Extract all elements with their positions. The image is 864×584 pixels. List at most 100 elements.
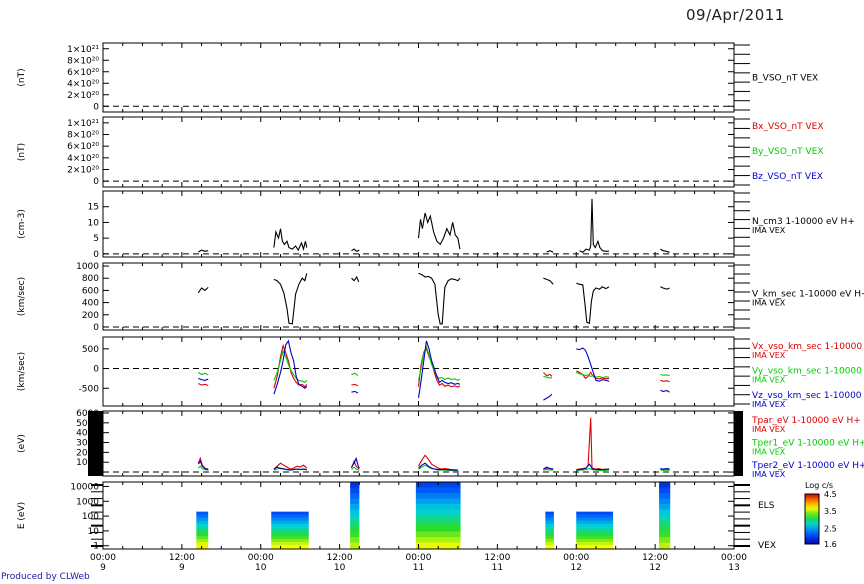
series-line-black — [197, 286, 209, 294]
spectrogram-cell — [196, 520, 209, 525]
spectrogram-cell — [196, 541, 209, 546]
spectrogram-cell — [415, 542, 461, 549]
spectrogram-cell — [196, 535, 209, 540]
series-line-red — [273, 462, 308, 470]
series-line-black — [198, 249, 209, 253]
y-tick-label: 0 — [93, 365, 99, 375]
series-line-green — [273, 349, 308, 383]
series-line-black — [660, 286, 670, 290]
spectrogram-cell — [545, 523, 554, 528]
spectrogram-cell — [659, 531, 671, 538]
spectrogram-cell — [271, 514, 309, 519]
spectrogram-cell — [196, 526, 209, 531]
colorbar-tick-label: 1.6 — [824, 540, 837, 549]
spectrogram-cell — [350, 487, 360, 494]
colorbar-title: Log c/s — [805, 481, 833, 490]
spectrogram-cell — [415, 493, 461, 499]
spectrogram-cell — [350, 515, 360, 521]
legend-entry: Tper1_eV 1-10000 eV H+ — [751, 439, 864, 449]
spectrogram-cell — [350, 493, 360, 499]
heatmap-label-top: ELS — [758, 501, 775, 511]
y-tick-label: 4×10²⁰ — [67, 79, 99, 89]
spectrogram-cell — [576, 520, 614, 525]
time-tick-label: 00:00 — [406, 553, 432, 563]
spectrogram-cell — [659, 504, 671, 510]
legend-sub: IMA VEX — [752, 299, 786, 308]
y-tick-label: 4000 — [76, 429, 99, 439]
legend-entry: V_km_sec 1-10000 eV H+ — [752, 290, 864, 300]
right-edge-bar — [734, 411, 743, 476]
colorbar-tick-label: 3.5 — [824, 507, 837, 516]
legend-entry: Tper2_eV 1-10000 eV H+ — [751, 461, 864, 471]
series-line-green — [660, 373, 670, 377]
spectrogram-cell — [350, 537, 360, 543]
spectrogram-cell — [576, 517, 614, 522]
spectrogram-cell — [576, 514, 614, 519]
spectrogram-cell — [545, 511, 554, 516]
spectrogram-cell — [415, 498, 461, 505]
spectrogram-cell — [271, 517, 309, 522]
spectrogram-cell — [196, 514, 209, 519]
series-line-blue — [576, 463, 610, 471]
spectrogram-cell — [659, 526, 671, 532]
y-tick-label: 10000 — [70, 482, 99, 492]
spectrogram-cell — [545, 535, 554, 540]
spectrogram-cell — [196, 523, 209, 528]
y-tick-label: 5000 — [76, 419, 99, 429]
legend-sub: IMA VEX — [752, 351, 786, 360]
legend-entry: B_VSO_nT VEX — [752, 74, 818, 84]
spectrogram-cell — [659, 515, 671, 521]
spectrogram-cell — [415, 537, 461, 543]
time-tick-label: 12:00 — [484, 553, 510, 563]
y-tick-label: 1×10²¹ — [67, 119, 99, 129]
colorbar-tick-label: 2.5 — [824, 524, 837, 533]
time-tick-label: 00:00 — [90, 553, 116, 563]
spectrogram-cell — [576, 532, 614, 537]
y-axis-label: (nT) — [17, 68, 27, 86]
legend-entry: N_cm3 1-10000 eV H+ — [752, 217, 855, 227]
y-tick-label: 1000 — [76, 497, 99, 507]
spectrogram-cell — [576, 538, 614, 543]
panel-5: 5000-500(km/sec)Vx_vso_km_sec 1-10000IMA… — [17, 336, 862, 409]
legend-entry: Bx_VSO_nT VEX — [752, 122, 824, 132]
time-tick-label: 00:00 — [248, 553, 274, 563]
panel-3: 15 10 5 0 (cm-3) N_cm3 1-10000 eV H+IMA VEX — [17, 190, 855, 260]
y-tick-label: 1000 — [76, 262, 99, 272]
series-line-green — [543, 469, 554, 471]
y-tick-label: 6000 — [76, 409, 99, 419]
series-line-green — [576, 468, 610, 472]
y-tick-label: 3000 — [76, 439, 99, 449]
y-tick-label: 8×10²⁰ — [67, 131, 99, 141]
spectrogram-cell — [271, 529, 309, 534]
y-tick-label: 6×10²⁰ — [67, 68, 99, 78]
series-line-blue — [543, 393, 553, 401]
spectrogram-cell — [196, 511, 209, 516]
y-tick-label: 2×10²⁰ — [67, 166, 99, 176]
spectrogram-cell — [659, 498, 671, 505]
y-axis-label: (km/sec) — [17, 352, 27, 391]
spectrogram-cell — [350, 509, 360, 516]
day-tick-label: 12 — [571, 563, 582, 573]
day-tick-label: 9 — [179, 563, 185, 573]
day-tick-label: 9 — [100, 563, 106, 573]
series-line-black — [543, 277, 554, 285]
y-axis-label: (km/sec) — [17, 277, 27, 316]
spectrogram-cell — [576, 535, 614, 540]
series-line-green — [197, 465, 209, 471]
day-tick-label: 10 — [334, 563, 346, 573]
heatmap-label-bottom: VEX — [758, 541, 776, 551]
spectrogram-cell — [659, 482, 671, 488]
panel-4: 1000 800 600 400 200 0 (km/sec) V_km_sec 1-1000… — [17, 262, 864, 333]
spectrogram-cell — [196, 517, 209, 522]
series-line-blue — [660, 389, 670, 393]
spectrogram-cell — [659, 520, 671, 527]
y-tick-label: 400 — [82, 299, 99, 309]
spectrogram-cell — [576, 523, 614, 528]
spectrogram-cell — [350, 542, 360, 549]
spectrogram-cell — [545, 541, 554, 546]
spectrogram-cell — [271, 520, 309, 525]
series-line-black — [351, 248, 360, 252]
panel-frame — [102, 410, 735, 477]
